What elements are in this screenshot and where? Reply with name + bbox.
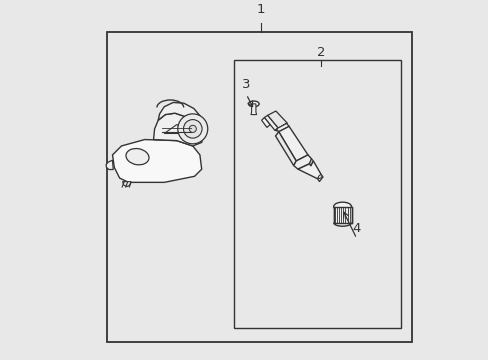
Text: 2: 2 [316, 46, 325, 59]
Circle shape [189, 125, 196, 132]
Bar [107, 32, 411, 342]
Polygon shape [317, 175, 322, 182]
Polygon shape [293, 155, 311, 169]
Polygon shape [309, 159, 313, 166]
Ellipse shape [248, 101, 259, 107]
Ellipse shape [126, 149, 149, 165]
Polygon shape [278, 126, 307, 161]
Polygon shape [267, 111, 287, 128]
Polygon shape [283, 123, 288, 128]
Polygon shape [261, 117, 270, 127]
Polygon shape [276, 123, 288, 132]
Polygon shape [250, 104, 256, 114]
Text: 1: 1 [256, 3, 264, 16]
Polygon shape [275, 132, 296, 166]
Ellipse shape [318, 175, 321, 179]
Polygon shape [158, 103, 200, 125]
Polygon shape [122, 182, 131, 186]
Circle shape [178, 114, 207, 144]
Polygon shape [297, 161, 321, 179]
Bar [233, 60, 401, 328]
Polygon shape [112, 140, 201, 183]
Polygon shape [333, 207, 351, 223]
Circle shape [183, 120, 202, 138]
Text: 3: 3 [242, 78, 250, 91]
Ellipse shape [333, 202, 351, 211]
Polygon shape [274, 123, 287, 131]
Polygon shape [264, 115, 278, 130]
Polygon shape [106, 160, 113, 170]
Polygon shape [153, 113, 203, 146]
Text: 4: 4 [352, 222, 360, 235]
